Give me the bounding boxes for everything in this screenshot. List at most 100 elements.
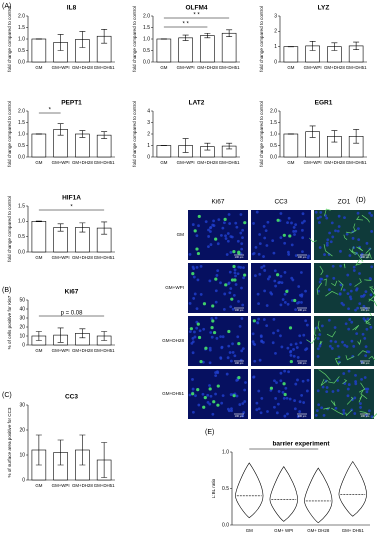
nucleus (192, 297, 196, 300)
nucleus (208, 402, 212, 406)
nucleus (259, 335, 263, 339)
nucleus (236, 239, 240, 243)
nucleus (237, 299, 240, 303)
nucleus (333, 326, 337, 329)
nucleus (236, 335, 240, 339)
panel-label: (B) (2, 287, 11, 294)
nucleus (227, 281, 231, 285)
nucleus (230, 409, 233, 413)
nucleus (258, 358, 262, 362)
nucleus (287, 250, 290, 254)
junction (323, 244, 333, 257)
x-tick-label: GM (160, 160, 167, 165)
nucleus (270, 292, 274, 296)
scale-bar-label: 100 µm (298, 361, 307, 365)
nucleus (290, 299, 294, 302)
nucleus (342, 409, 346, 412)
junction (320, 378, 328, 386)
y-tick-label: 2.0 (18, 13, 25, 19)
nucleus (293, 399, 296, 402)
nucleus (329, 240, 333, 244)
nucleus (297, 285, 301, 288)
nucleus (226, 239, 230, 243)
stain (196, 251, 201, 256)
bar (200, 35, 215, 63)
nucleus (331, 390, 335, 393)
nucleus (214, 392, 217, 396)
error-bar (57, 327, 64, 343)
nucleus (255, 401, 259, 405)
x-tick-label: GM+WPI (52, 65, 70, 70)
violin (338, 460, 367, 517)
chart-title: LAT2 (189, 100, 205, 107)
nucleus (355, 332, 359, 336)
nucleus (230, 235, 234, 239)
nucleus (326, 238, 330, 242)
nucleus (226, 232, 230, 235)
error-bar (309, 125, 316, 138)
nucleus (339, 283, 343, 287)
nucleus (216, 269, 220, 273)
x-tick-label: GM+DH51 (219, 160, 240, 165)
junction (336, 361, 341, 365)
nucleus (257, 302, 260, 306)
error-bar (57, 223, 64, 232)
junction (318, 369, 331, 381)
nucleus (352, 344, 356, 348)
junction (349, 246, 354, 253)
nucleus (261, 340, 265, 344)
nucleus (349, 289, 353, 293)
nucleus (360, 360, 364, 364)
nucleus (356, 306, 360, 310)
nucleus (201, 392, 205, 396)
stain (212, 400, 216, 404)
nucleus (306, 378, 310, 382)
stain (232, 264, 236, 269)
y-tick-label: 2.0 (18, 108, 25, 114)
x-tick-label: GM+DH28 (72, 255, 93, 260)
nucleus (323, 253, 326, 256)
nucleus (280, 281, 284, 285)
nucleus (232, 293, 236, 297)
stain (211, 319, 215, 323)
nucleus (208, 348, 212, 352)
y-tick-label: 0.0 (222, 522, 229, 528)
y-axis-label: % of cells positive for Ki67 (7, 295, 12, 349)
x-tick-label: GM+ WPI (274, 528, 293, 533)
junction (331, 280, 338, 287)
stain (243, 273, 247, 277)
x-tick-label: GM+WPI (52, 348, 70, 353)
chart-title: EGR1 (315, 100, 333, 107)
nucleus (263, 269, 267, 272)
bar (283, 133, 299, 158)
nucleus (298, 400, 302, 404)
nucleus (241, 303, 245, 307)
nucleus (292, 226, 296, 229)
nucleus (298, 410, 302, 413)
x-tick-label: GM+ DH51 (342, 528, 365, 533)
nucleus (346, 273, 350, 277)
junction (359, 410, 368, 414)
error-bar (353, 129, 360, 144)
nucleus (229, 287, 233, 290)
nucleus (363, 376, 367, 379)
y-tick-label: 20 (19, 427, 25, 433)
nucleus (243, 388, 247, 392)
nucleus (279, 334, 282, 338)
micrograph: 100 µm (314, 369, 377, 419)
nucleus (190, 341, 194, 345)
stain (223, 217, 227, 221)
annotation: p = 0.08 (61, 311, 84, 317)
error-bar (79, 31, 86, 48)
nucleus (351, 236, 355, 240)
nucleus (294, 229, 298, 233)
x-tick-label: GM+DH28 (197, 65, 218, 70)
nucleus (207, 235, 211, 238)
y-axis-label: fold change compared to control (132, 101, 137, 167)
nucleus (191, 387, 195, 391)
nucleus (253, 343, 257, 346)
nucleus (214, 374, 218, 378)
error-bar (353, 41, 360, 51)
nucleus (262, 255, 265, 258)
nucleus (289, 350, 292, 354)
